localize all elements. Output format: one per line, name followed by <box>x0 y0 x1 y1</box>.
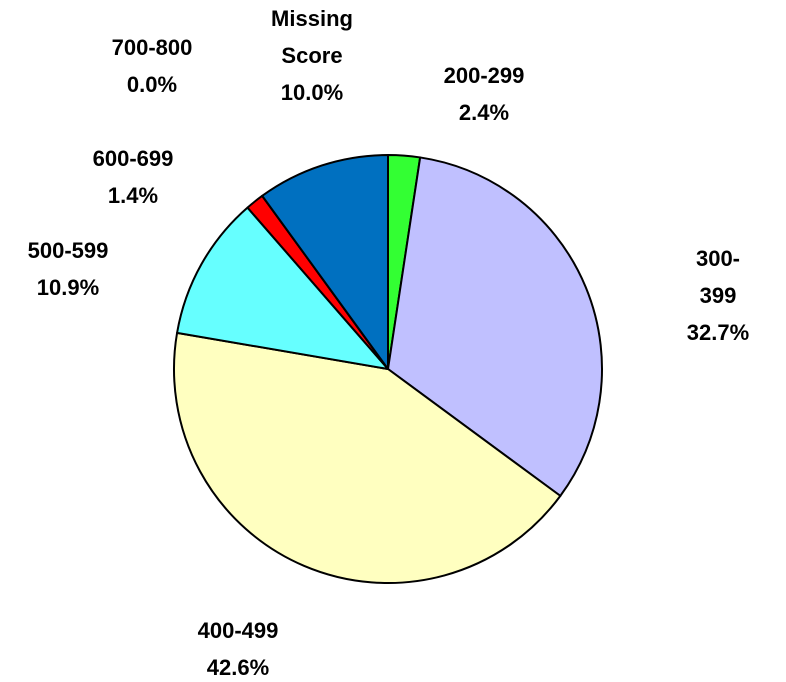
category-label: Missing Score <box>271 6 353 68</box>
category-label: 500-599 <box>27 238 109 263</box>
pie-slice <box>173 331 562 584</box>
slice-label: 500-599 10.9% <box>28 232 109 306</box>
slice-label: 200-299 2.4% <box>444 57 525 131</box>
slice-label: 700-800 0.0% <box>112 29 193 103</box>
category-label: 300-399 <box>695 246 741 308</box>
slice-label: 400-499 42.6% <box>198 612 279 682</box>
value-label: 2.4% <box>458 100 510 125</box>
value-label: 10.0% <box>280 80 344 105</box>
pie-slice <box>261 154 389 370</box>
slice-label: 600-699 1.4% <box>93 140 174 214</box>
category-label: 700-800 <box>111 35 193 60</box>
value-label: 10.9% <box>36 275 100 300</box>
slice-label: Missing Score 10.0% <box>257 0 367 111</box>
value-label: 0.0% <box>126 72 178 97</box>
value-label: 1.4% <box>107 183 159 208</box>
category-label: 200-299 <box>443 63 525 88</box>
category-label: 600-699 <box>92 146 174 171</box>
category-label: 400-499 <box>197 618 279 643</box>
pie-slice <box>387 156 603 497</box>
pie-slice <box>176 206 389 370</box>
value-label: 32.7% <box>686 320 750 345</box>
value-label: 42.6% <box>206 655 270 680</box>
slice-label: 300-399 32.7% <box>684 240 752 351</box>
